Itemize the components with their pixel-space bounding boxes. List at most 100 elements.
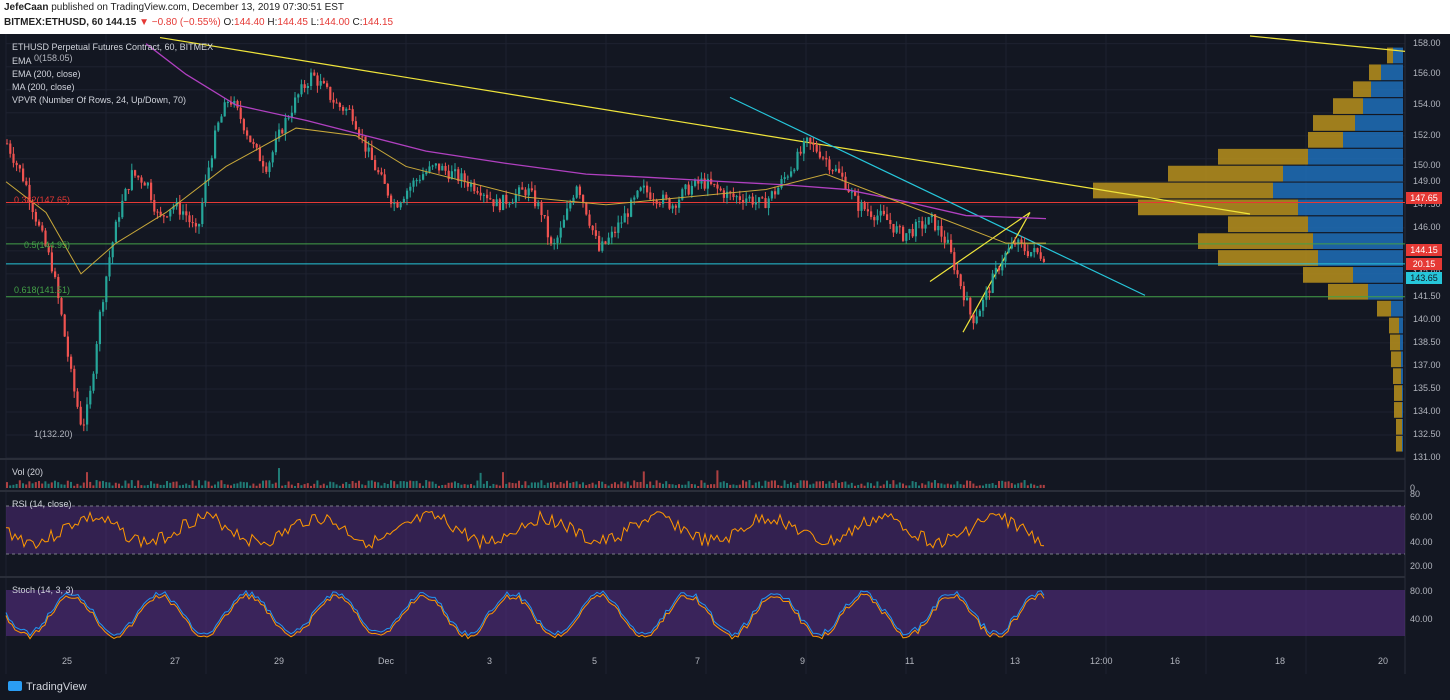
candle-body bbox=[316, 75, 319, 86]
vpvr-up-bar bbox=[1308, 216, 1403, 233]
candle-body bbox=[758, 197, 761, 203]
candle-body bbox=[601, 241, 604, 251]
stoch-d-line bbox=[5, 592, 1045, 640]
author-name[interactable]: JefeCaan bbox=[4, 2, 49, 13]
volume-bar bbox=[1033, 484, 1036, 488]
candle-body bbox=[594, 230, 597, 236]
candle-body bbox=[121, 200, 124, 218]
volume-bar bbox=[482, 483, 485, 488]
volume-bar bbox=[937, 483, 940, 488]
volume-bar bbox=[444, 484, 447, 488]
legend-ma200[interactable]: MA (200, close) bbox=[12, 82, 75, 92]
volume-bar bbox=[812, 483, 815, 488]
candle-body bbox=[377, 170, 380, 173]
volume-bar bbox=[818, 481, 821, 488]
candle-body bbox=[927, 217, 930, 225]
volume-bar bbox=[857, 484, 860, 488]
symbol[interactable]: BITMEX:ETHUSD, 60 bbox=[4, 17, 103, 28]
volume-bar bbox=[876, 481, 879, 488]
candle-body bbox=[873, 216, 876, 221]
trendline-main bbox=[159, 36, 1251, 215]
candle-body bbox=[447, 170, 450, 180]
volume-bar bbox=[15, 483, 18, 488]
candle-body bbox=[415, 180, 418, 182]
vpvr-down-bar bbox=[1389, 317, 1399, 334]
volume-bar bbox=[105, 482, 108, 488]
volume-tick: 0 bbox=[1410, 483, 1416, 493]
volume-bar bbox=[402, 481, 405, 488]
candle-body bbox=[812, 143, 815, 146]
candle-body bbox=[575, 186, 578, 198]
vpvr-up-bar bbox=[1402, 435, 1403, 452]
tradingview-brand: TradingView bbox=[26, 681, 87, 693]
volume-bar bbox=[623, 483, 626, 488]
volume-bar bbox=[223, 484, 226, 488]
volume-bar bbox=[681, 484, 684, 488]
candle-body bbox=[866, 209, 869, 212]
volume-bar bbox=[412, 481, 415, 488]
candle-body bbox=[857, 195, 860, 211]
volume-bar bbox=[415, 480, 418, 488]
candle-body bbox=[198, 224, 201, 227]
volume-bar bbox=[137, 480, 140, 488]
volume-bar bbox=[406, 481, 408, 488]
candle-body bbox=[214, 130, 217, 159]
volume-bar bbox=[79, 485, 82, 488]
volume-bar bbox=[28, 481, 31, 488]
last-price: 144.15 bbox=[105, 17, 137, 28]
volume-bar bbox=[44, 481, 47, 488]
candle-body bbox=[978, 310, 981, 317]
candle-body bbox=[991, 273, 994, 293]
candle-body bbox=[466, 181, 469, 187]
volume-bar bbox=[358, 480, 360, 488]
candle-body bbox=[31, 202, 34, 213]
volume-bar bbox=[607, 485, 610, 488]
vpvr-up-bar bbox=[1391, 300, 1403, 317]
candle-body bbox=[780, 179, 783, 188]
chart-canvas[interactable] bbox=[0, 34, 1450, 675]
candle-body bbox=[476, 191, 479, 193]
candle-body bbox=[361, 136, 364, 138]
volume-bar bbox=[230, 485, 232, 488]
vpvr-down-bar bbox=[1093, 182, 1273, 199]
legend-vpvr[interactable]: VPVR (Number Of Rows, 24, Up/Down, 70) bbox=[12, 95, 187, 105]
volume-bar bbox=[102, 480, 104, 488]
candle-body bbox=[591, 225, 594, 231]
volume-bar bbox=[642, 471, 645, 488]
candle-body bbox=[102, 302, 105, 312]
volume-bar bbox=[546, 482, 549, 488]
tradingview-logo-icon bbox=[8, 681, 22, 691]
vpvr-up-bar bbox=[1313, 233, 1403, 249]
volume-bar bbox=[153, 483, 156, 488]
candle-body bbox=[895, 226, 898, 233]
time-tick: 16 bbox=[1170, 656, 1181, 666]
volume-bar bbox=[178, 485, 181, 488]
candle-body bbox=[882, 210, 885, 215]
volume-bar bbox=[639, 481, 642, 488]
candle-body bbox=[665, 194, 668, 199]
legend-ema[interactable]: EMA bbox=[12, 56, 32, 66]
candle-body bbox=[207, 167, 210, 181]
candle-body bbox=[134, 170, 137, 176]
candle-body bbox=[322, 81, 325, 84]
vpvr-up-bar bbox=[1400, 334, 1403, 351]
volume-bar bbox=[703, 482, 706, 488]
candle-body bbox=[818, 151, 821, 158]
volume-bar bbox=[95, 480, 98, 488]
legend-ema200[interactable]: EMA (200, close) bbox=[12, 69, 81, 79]
volume-bar bbox=[73, 485, 76, 488]
candle-body bbox=[521, 187, 524, 190]
volume-bar bbox=[217, 481, 220, 488]
price-tick: 149.00 bbox=[1413, 175, 1441, 186]
volume-bar bbox=[786, 483, 789, 488]
volume-bar bbox=[377, 482, 380, 488]
tradingview-logo[interactable]: TradingView bbox=[8, 681, 87, 693]
volume-bar bbox=[729, 484, 732, 488]
candle-body bbox=[943, 236, 946, 243]
volume-bar bbox=[562, 483, 565, 488]
volume-bar bbox=[966, 480, 968, 488]
candle-body bbox=[194, 223, 197, 227]
candle-body bbox=[671, 205, 674, 209]
candle-body bbox=[668, 198, 671, 209]
ohlc-l: 144.00 bbox=[319, 17, 350, 28]
